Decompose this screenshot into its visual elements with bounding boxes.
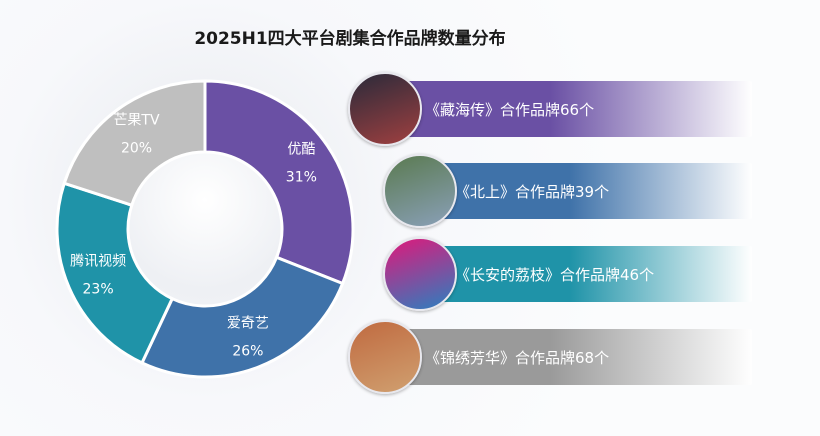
- drama-bar: 《北上》合作品牌39个: [420, 163, 752, 219]
- slice-value-label: 23%: [83, 281, 114, 297]
- drama-bar: 《锦绣芳华》合作品牌68个: [385, 329, 752, 385]
- drama-label: 《藏海传》合作品牌66个: [425, 100, 595, 119]
- drama-bar: 《长安的荔枝》合作品牌46个: [420, 246, 752, 302]
- slice-value-label: 20%: [121, 141, 152, 157]
- slice-category-label: 芒果TV: [113, 113, 160, 129]
- slice-value-label: 26%: [232, 343, 263, 359]
- drama-poster-image: [348, 320, 422, 394]
- slice-value-label: 31%: [286, 170, 317, 186]
- donut-slice-3: [62, 79, 207, 208]
- slice-category-label: 爱奇艺: [227, 314, 269, 331]
- donut-slice-2: [55, 181, 175, 365]
- donut-slice-1: [139, 255, 345, 379]
- chart-title: 2025H1四大平台剧集合作品牌数量分布: [194, 29, 506, 49]
- drama-label: 《北上》合作品牌39个: [455, 182, 610, 201]
- slice-category-label: 优酷: [287, 142, 315, 158]
- drama-bar: 《藏海传》合作品牌66个: [385, 81, 752, 137]
- drama-poster-image: [348, 72, 422, 146]
- drama-label: 《长安的荔枝》合作品牌46个: [455, 265, 655, 284]
- drama-poster-image: [383, 237, 457, 311]
- donut-slice-0: [203, 79, 355, 286]
- drama-poster-image: [383, 154, 457, 228]
- slice-category-label: 腾讯视频: [70, 252, 126, 269]
- drama-label: 《锦绣芳华》合作品牌68个: [425, 348, 610, 367]
